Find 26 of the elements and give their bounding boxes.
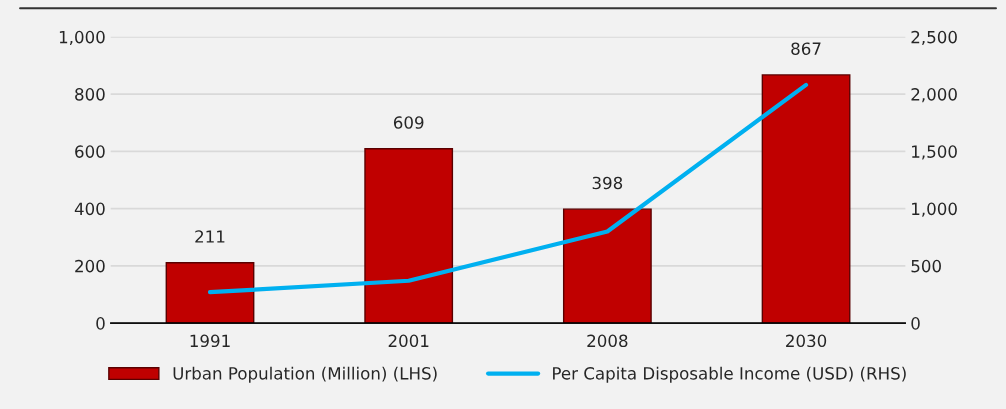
y-tick-label: 0	[96, 317, 105, 330]
legend-label: Per Capita Disposable Income (USD) (RHS)	[553, 366, 906, 383]
x-tick-label: 2001	[388, 334, 429, 348]
data-label: 609	[393, 116, 424, 129]
x-tick-label: 1991	[190, 334, 230, 348]
data-label: 398	[592, 176, 623, 190]
y2-tick-label: 0	[911, 317, 920, 330]
bar	[364, 148, 454, 324]
bar	[165, 262, 255, 324]
y2-tick-label: 2,000	[911, 88, 957, 103]
legend-label: Urban Population (Million) (LHS)	[173, 366, 437, 383]
y-tick-label: 200	[75, 259, 105, 273]
y2-tick-label: 1,500	[912, 145, 957, 160]
y-tick-label: 800	[75, 88, 105, 101]
bar	[761, 74, 851, 324]
data-label: 211	[195, 230, 225, 243]
y2-tick-label: 500	[911, 259, 941, 273]
data-label: 867	[791, 42, 821, 55]
y-tick-label: 400	[74, 202, 105, 216]
y2-tick-label: 2,500	[911, 30, 957, 46]
y-tick-label: 600	[75, 145, 105, 158]
x-tick-label: 2008	[587, 334, 628, 348]
y-tick-label: 1,000	[59, 30, 105, 46]
bar	[562, 208, 652, 324]
y2-tick-label: 1,000	[912, 202, 957, 217]
x-tick-label: 2030	[786, 334, 827, 348]
